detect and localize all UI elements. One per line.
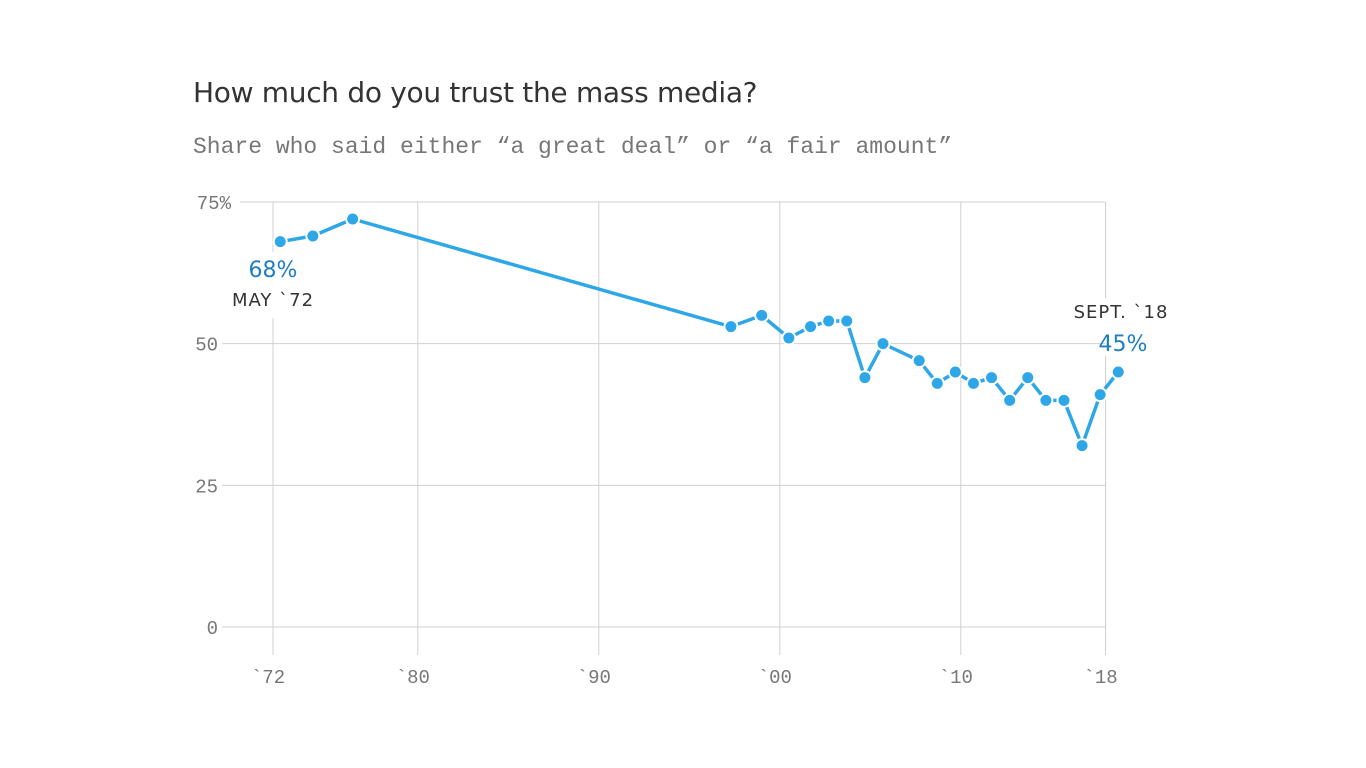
x-tick-label: `00 [758,667,792,689]
data-point [984,370,1000,386]
x-tick-label: `80 [396,667,430,689]
data-point [1074,438,1090,454]
data-point [803,319,819,335]
data-point [1092,387,1108,403]
data-point [1002,392,1018,408]
data-point [305,228,321,244]
annotation-start-value: 68% [249,258,298,283]
x-tick-label: `18 [1083,667,1117,689]
chart-subtitle: Share who said either “a great deal” or … [193,134,953,160]
data-point [929,375,945,391]
y-tick-label: 0 [207,618,218,640]
series-line [279,217,1120,448]
data-point [781,330,797,346]
annotation-start-date: MAY `72 [232,290,314,311]
data-point [272,234,288,250]
data-point [821,313,837,329]
data-point [875,336,891,352]
data-point [1110,364,1126,380]
data-point [1056,392,1072,408]
data-point [857,370,873,386]
data-point [911,353,927,369]
data-point [345,211,361,227]
data-point [723,319,739,335]
x-tick-label: `90 [577,667,611,689]
data-point [947,364,963,380]
chart-title: How much do you trust the mass media? [193,76,758,109]
data-point [1020,370,1036,386]
y-tick-label: 50 [195,335,218,357]
data-point [754,307,770,323]
x-tick-label: `10 [939,667,973,689]
annotation-end-date: SEPT. `18 [1074,302,1169,323]
data-point [839,313,855,329]
y-tick-label: 75% [197,193,232,215]
data-point [1038,392,1054,408]
annotation-end-value: 45% [1099,332,1148,357]
data-point [965,375,981,391]
y-tick-label: 25 [195,476,218,498]
x-tick-label: `72 [251,667,285,689]
